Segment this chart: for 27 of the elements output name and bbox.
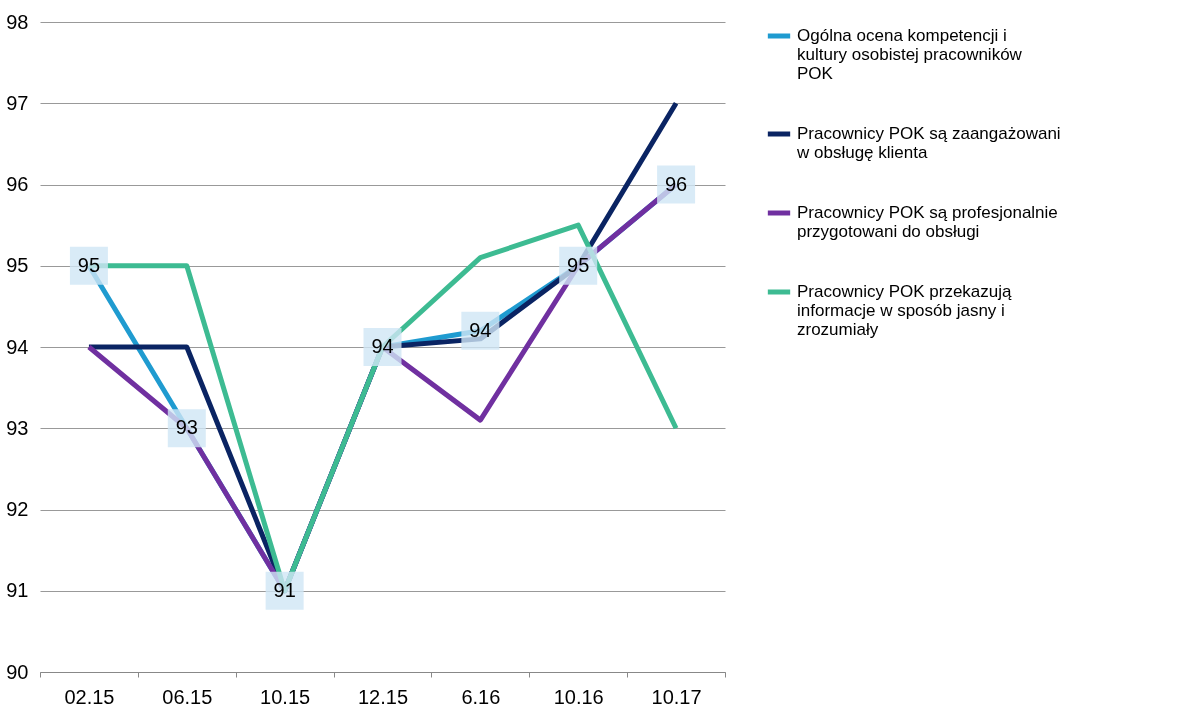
x-tick-label: 10.15	[260, 685, 311, 708]
y-tick-label: 92	[6, 498, 29, 520]
data-label: 95	[77, 253, 101, 276]
data-label: 94	[371, 335, 394, 357]
x-tick-label: 10.16	[553, 685, 604, 708]
y-tick-label: 98	[6, 10, 29, 33]
legend-label: Pracownicy POK są profesjonalnie przygotowani do obsługi	[797, 203, 1058, 241]
legend-label: Pracownicy POK przekazują informacje w sposób jasny i zrozumiały	[797, 282, 1013, 339]
legend-label: Pracownicy POK są zaangażowani w obsługę klienta	[796, 124, 1061, 162]
data-label: 94	[469, 318, 492, 341]
y-tick-label: 97	[6, 91, 29, 114]
data-label: 91	[273, 578, 296, 601]
y-tick-label: 90	[6, 660, 29, 683]
data-label: 93	[175, 416, 198, 439]
y-tick-label: 95	[6, 254, 29, 277]
x-tick-label: 02.15	[64, 685, 115, 708]
y-tick-label: 91	[6, 579, 29, 602]
data-label: 96	[664, 172, 688, 195]
y-tick-label: 94	[6, 335, 29, 358]
x-tick-label: 10.17	[651, 685, 702, 708]
legend-label: Ogólna ocena kompetencji i kultury osobistej pracowników POK	[797, 26, 1023, 83]
data-label: 95	[567, 253, 590, 276]
x-tick-label: 06.15	[162, 685, 213, 708]
x-tick-label: 12.15	[357, 685, 409, 708]
y-tick-label: 93	[6, 416, 29, 439]
y-tick-label: 96	[6, 173, 29, 195]
x-tick-label: 6.16	[461, 685, 501, 708]
